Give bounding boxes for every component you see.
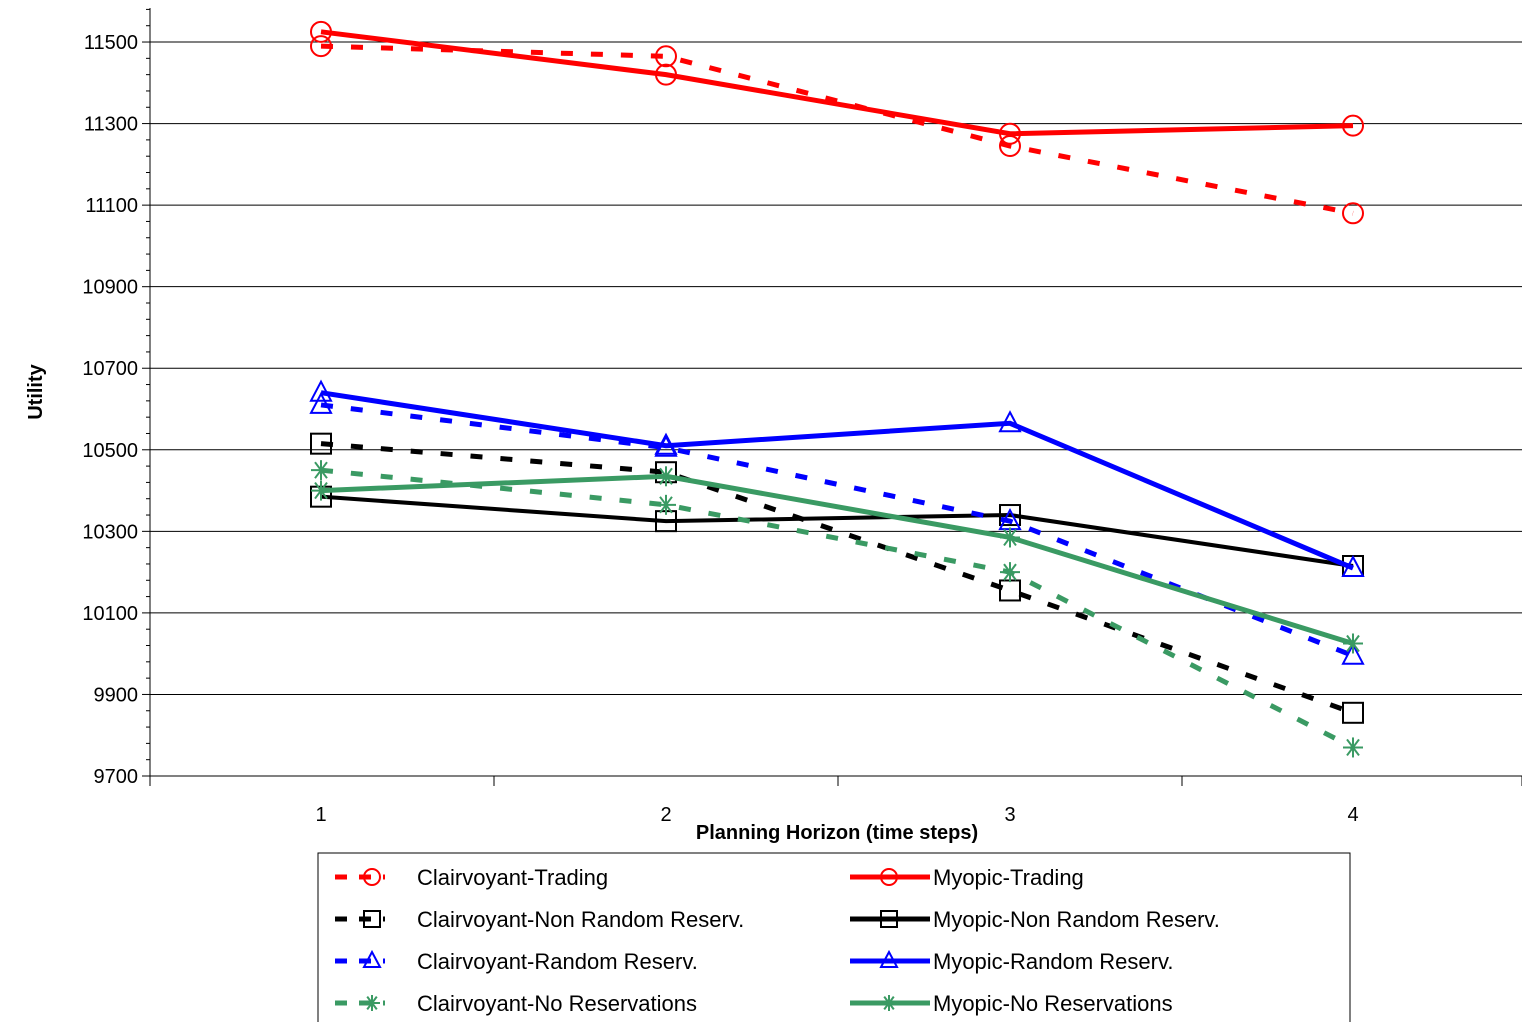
- data-point: [363, 910, 381, 928]
- axes: [142, 8, 1522, 786]
- legend-item: Myopic-Random Reserv.: [850, 949, 1173, 974]
- series-myopic-trading: [310, 20, 1364, 145]
- legend-item: Clairvoyant-Random Reserv.: [335, 949, 698, 974]
- x-tick-label: 4: [1347, 804, 1358, 826]
- series-line: [320, 473, 1354, 646]
- data-point: [1343, 737, 1363, 758]
- x-tick-labels: 1 2 3 4: [315, 804, 1358, 826]
- legend: Clairvoyant-Trading Myopic-Trading Clairvo…: [317, 852, 1351, 1022]
- series-myopic-no-reservations: [311, 466, 1363, 654]
- legend-label: Myopic-Random Reserv.: [933, 949, 1173, 974]
- series-clairvoyant-non-random-reserv-: [310, 432, 1364, 724]
- series-line: [320, 43, 1354, 216]
- legend-label: Myopic-Non Random Reserv.: [933, 907, 1220, 932]
- data-point: [310, 35, 332, 58]
- series-myopic-random-reserv-: [309, 379, 1365, 578]
- legend-label: Clairvoyant-No Reservations: [417, 991, 697, 1016]
- data-point: [1342, 701, 1364, 724]
- gridlines: [150, 41, 1522, 695]
- series-line: [320, 467, 1355, 750]
- legend-box: [317, 852, 1351, 1022]
- data-point: [1000, 527, 1020, 548]
- data-point: [310, 432, 332, 455]
- data-point: [309, 391, 333, 414]
- data-point: [1000, 562, 1020, 583]
- data-point: [1341, 554, 1365, 578]
- data-point: [311, 460, 331, 481]
- data-point: [364, 995, 380, 1011]
- legend-label: Clairvoyant-Trading: [417, 865, 608, 890]
- y-tick-label: 9700: [94, 766, 139, 788]
- legend-label: Myopic-Trading: [933, 865, 1084, 890]
- data-point: [880, 910, 898, 928]
- series-clairvoyant-trading: [310, 35, 1364, 225]
- legend-item: Myopic-No Reservations: [850, 991, 1173, 1016]
- y-tick-label: 11300: [84, 114, 138, 136]
- data-point: [362, 949, 382, 968]
- y-tick-label: 10700: [82, 358, 138, 380]
- legend-item: Clairvoyant-Non Random Reserv.: [335, 907, 744, 932]
- data-point: [881, 995, 897, 1011]
- data-point: [309, 379, 333, 402]
- data-point: [654, 432, 678, 455]
- data-point: [1342, 114, 1364, 137]
- series-layer: [309, 20, 1365, 758]
- x-tick-label: 2: [660, 804, 671, 826]
- y-tick-labels: 9700 9900 10100 10300 10500 10700 10900 11100 11…: [82, 32, 138, 788]
- data-point: [1343, 633, 1363, 654]
- x-axis-title: Planning Horizon (time steps): [696, 822, 978, 844]
- legend-item: Myopic-Non Random Reserv.: [850, 907, 1220, 932]
- data-point: [363, 868, 381, 886]
- y-tick-label: 9900: [94, 684, 139, 706]
- data-point: [656, 494, 676, 515]
- data-point: [310, 20, 332, 43]
- legend-item: Myopic-Trading: [850, 865, 1084, 890]
- legend-label: Clairvoyant-Random Reserv.: [417, 949, 698, 974]
- data-point: [656, 466, 676, 487]
- legend-label: Clairvoyant-Non Random Reserv.: [417, 907, 744, 932]
- data-point: [880, 868, 898, 886]
- y-tick-label: 10900: [82, 277, 138, 299]
- y-tick-label: 10300: [82, 521, 138, 543]
- data-point: [1342, 202, 1364, 225]
- data-point: [879, 949, 899, 968]
- legend-label: Myopic-No Reservations: [933, 991, 1173, 1016]
- y-tick-label: 10500: [82, 440, 138, 462]
- data-point: [999, 504, 1021, 527]
- data-point: [999, 122, 1021, 145]
- legend-item: Clairvoyant-Trading: [335, 865, 608, 890]
- data-point: [311, 480, 331, 501]
- y-axis-title: Utility: [25, 363, 47, 419]
- data-point: [655, 45, 677, 68]
- series-line: [320, 29, 1354, 137]
- y-tick-label: 10100: [82, 603, 138, 625]
- x-tick-label: 1: [315, 804, 326, 826]
- data-point: [998, 410, 1022, 433]
- series-line: [320, 402, 1354, 659]
- data-point: [999, 579, 1021, 602]
- data-point: [1341, 642, 1365, 665]
- data-point: [655, 63, 677, 86]
- x-tick-label: 3: [1004, 804, 1015, 826]
- series-clairvoyant-no-reservations: [311, 460, 1363, 758]
- y-tick-label: 11100: [85, 195, 138, 217]
- series-line: [320, 390, 1354, 571]
- legend-item: Clairvoyant-No Reservations: [335, 991, 697, 1016]
- series-line: [320, 494, 1354, 568]
- y-tick-label: 11500: [84, 32, 138, 54]
